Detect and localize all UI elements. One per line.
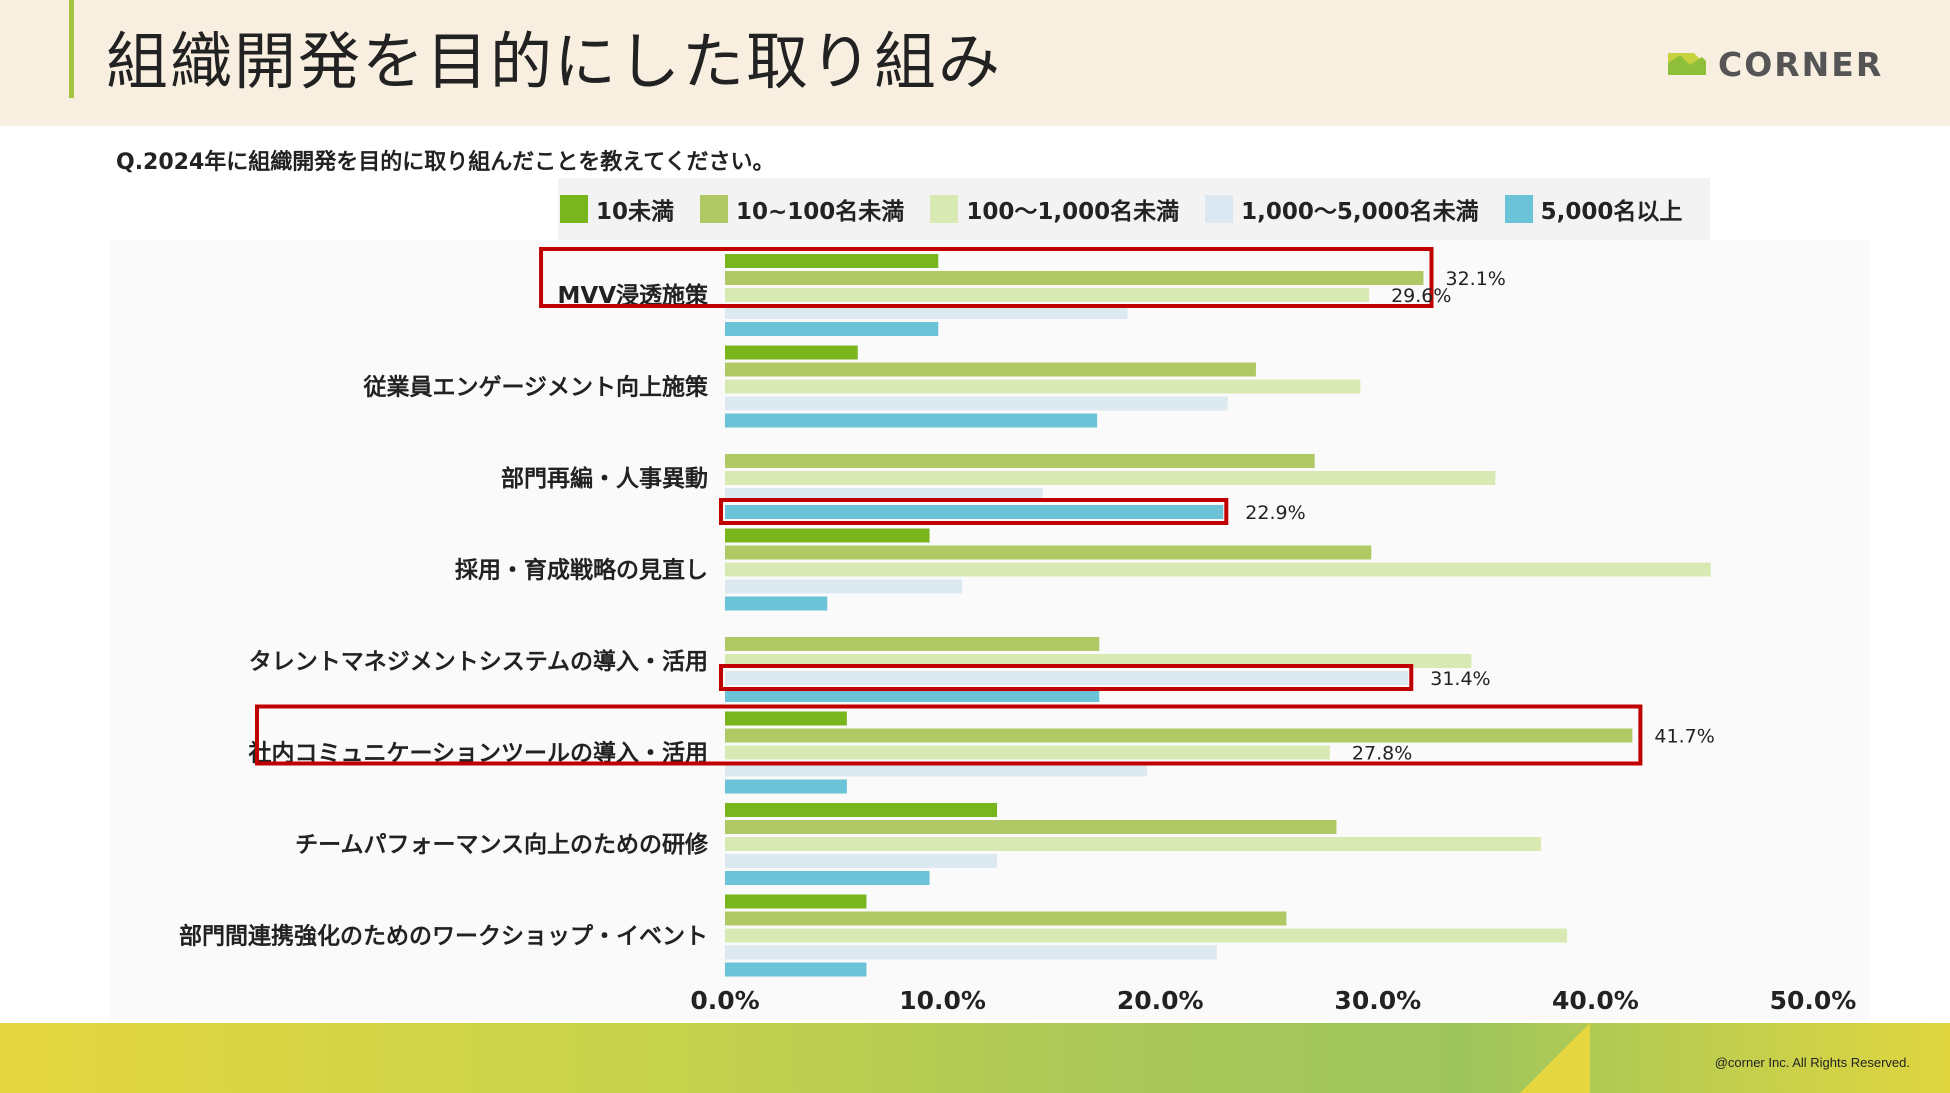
bar: [725, 254, 939, 268]
survey-question: Q.2024年に組織開発を目的に取り組んだことを教えてください。: [116, 150, 775, 175]
highlight-box: [539, 247, 1434, 308]
footer-accent: [1520, 1023, 1590, 1093]
highlight-box: [719, 498, 1229, 525]
highlight-box: [719, 664, 1414, 691]
bar: [725, 762, 1148, 777]
bar: [725, 911, 1287, 926]
legend-label: 10未満: [596, 199, 675, 225]
bar: [725, 288, 1370, 302]
header-accent-line: [69, 0, 74, 98]
bar: [725, 894, 867, 909]
legend-swatch: [1205, 195, 1234, 223]
legend-label: 1,000〜5,000名未満: [1241, 199, 1479, 225]
legend-item: 10未満: [560, 192, 674, 226]
category-label: 従業員エンゲージメント向上施策: [362, 374, 709, 401]
legend-item: 100〜1,000名未満: [930, 192, 1179, 226]
x-tick-label: 20.0%: [1117, 986, 1204, 1015]
data-label: 41.7%: [1654, 726, 1714, 748]
bar: [725, 579, 963, 594]
data-label: 31.4%: [1430, 668, 1490, 690]
highlight-box: [255, 704, 1643, 766]
bar: [725, 322, 939, 336]
data-label: 27.8%: [1352, 743, 1412, 765]
chart-legend: 10未満 10~100名未満 100〜1,000名未満 1,000〜5,000名…: [558, 178, 1710, 240]
bar: [725, 779, 847, 794]
category-label: 部門再編・人事異動: [501, 465, 708, 492]
legend-swatch: [560, 195, 588, 223]
bar: [725, 871, 930, 885]
category-label: タレントマネジメントシステムの導入・活用: [249, 648, 708, 675]
x-tick-label: 50.0%: [1770, 986, 1857, 1015]
bar: [725, 454, 1315, 468]
footer-band: [0, 1023, 1950, 1093]
legend-swatch: [700, 195, 729, 223]
bar: [725, 505, 1224, 519]
bar: [725, 362, 1256, 377]
corner-logo-icon: [1668, 53, 1706, 75]
bar: [725, 854, 997, 868]
legend-label: 100〜1,000名未満: [966, 199, 1180, 225]
bar: [725, 803, 997, 817]
bar: [725, 379, 1361, 394]
bar: [725, 820, 1337, 834]
bar: [725, 396, 1228, 411]
bar: [725, 837, 1541, 851]
bar: [725, 305, 1128, 319]
data-label: 32.1%: [1445, 268, 1505, 290]
bar: [725, 637, 1100, 651]
bar: [725, 596, 828, 611]
page-title: 組織開発を目的にした取り組み: [106, 25, 1003, 98]
x-tick-label: 40.0%: [1552, 986, 1639, 1015]
bar: [725, 671, 1409, 685]
category-label: 部門間連携強化のためのワークショップ・イベント: [179, 923, 708, 950]
x-tick-label: 0.0%: [690, 986, 759, 1015]
legend-label: 10~100名未満: [736, 199, 905, 225]
category-label: チームパフォーマンス向上のための研修: [295, 831, 709, 858]
legend-swatch: [930, 195, 959, 223]
legend-item: 5,000名以上: [1504, 192, 1683, 226]
bar: [725, 688, 1100, 702]
bar: [725, 728, 1633, 743]
x-tick-label: 10.0%: [899, 986, 986, 1015]
data-label: 29.6%: [1391, 285, 1451, 307]
bar: [725, 745, 1330, 760]
legend-swatch: [1504, 195, 1533, 223]
bar: [725, 562, 1711, 577]
bar: [725, 413, 1098, 428]
bar: [725, 545, 1372, 560]
bar: [725, 271, 1424, 285]
legend-item: 1,000〜5,000名未満: [1205, 192, 1479, 226]
corner-logo-text: CORNER: [1718, 44, 1884, 84]
legend-item: 10~100名未満: [700, 192, 904, 226]
bar: [725, 345, 858, 360]
bar: [725, 528, 930, 543]
corner-logo: CORNER: [1664, 44, 1883, 84]
bar: [725, 711, 847, 726]
bar: [725, 928, 1568, 943]
data-label: 22.9%: [1245, 502, 1305, 524]
bar: [725, 471, 1496, 485]
legend-label: 5,000名以上: [1540, 199, 1683, 225]
bar: [725, 962, 867, 977]
copyright-text: @corner Inc. All Rights Reserved.: [1714, 1055, 1910, 1070]
bar: [725, 945, 1217, 960]
x-tick-label: 30.0%: [1334, 986, 1421, 1015]
header-band: [0, 0, 1950, 126]
category-label: 採用・育成戦略の見直し: [455, 557, 708, 584]
